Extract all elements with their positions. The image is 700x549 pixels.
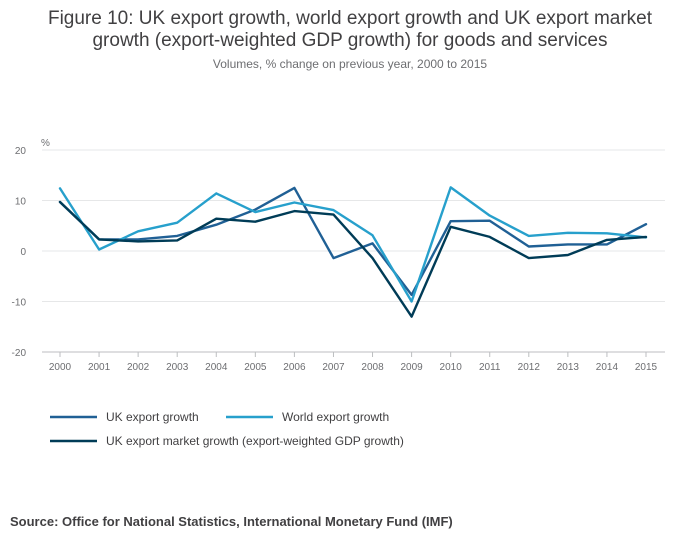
series-line-2 [58, 186, 648, 303]
y-tick-label: -10 [12, 298, 27, 309]
gridlines [42, 149, 665, 353]
legend-label: UK export growth [106, 410, 199, 424]
y-tick-label: 0 [20, 247, 26, 258]
chart-subtitle: Volumes, % change on previous year, 2000… [212, 57, 488, 71]
x-axis: 2000 2001 2002 2003 2004 2005 2006 2007 2008 2009… [49, 352, 658, 373]
x-tick-label: 2015 [635, 362, 658, 373]
x-tick-label: 2000 [49, 362, 72, 373]
x-tick-label: 2009 [400, 362, 423, 373]
y-axis-label: % [41, 138, 50, 149]
x-tick-label: 2007 [322, 362, 345, 373]
legend-label: World export growth [282, 410, 389, 424]
chart-title-line-1: Figure 10: UK export growth, world expor… [47, 8, 653, 29]
x-tick-label: 2004 [205, 362, 228, 373]
y-tick-label: 20 [15, 146, 27, 157]
y-tick-label: -20 [12, 348, 27, 359]
series-line-3 [58, 200, 648, 318]
x-tick-label: 2003 [166, 362, 189, 373]
series-lines [58, 186, 648, 318]
x-tick-label: 2010 [440, 362, 463, 373]
x-tick-label: 2001 [88, 362, 111, 373]
legend-label: UK export market growth (export-weighted… [106, 434, 404, 448]
x-tick-label: 2006 [283, 362, 306, 373]
x-tick-label: 2008 [361, 362, 384, 373]
x-tick-label: 2012 [518, 362, 541, 373]
x-tick-label: 2013 [557, 362, 580, 373]
legend: UK export growth World export growth UK ex… [50, 410, 404, 448]
x-tick-label: 2005 [244, 362, 267, 373]
chart-title: Figure 10: UK export growth, world expor… [0, 8, 700, 52]
x-tick-label: 2014 [596, 362, 619, 373]
x-tick-label: 2002 [127, 362, 150, 373]
source-note: Source: Office for National Statistics, … [10, 514, 453, 529]
chart-title-line-2: growth (export-weighted GDP growth) for … [92, 30, 608, 51]
y-tick-label: 10 [15, 197, 27, 208]
y-axis-ticks: 20 10 0 -10 -20 [12, 146, 27, 359]
series-line-1 [58, 186, 648, 297]
x-tick-label: 2011 [479, 362, 501, 373]
